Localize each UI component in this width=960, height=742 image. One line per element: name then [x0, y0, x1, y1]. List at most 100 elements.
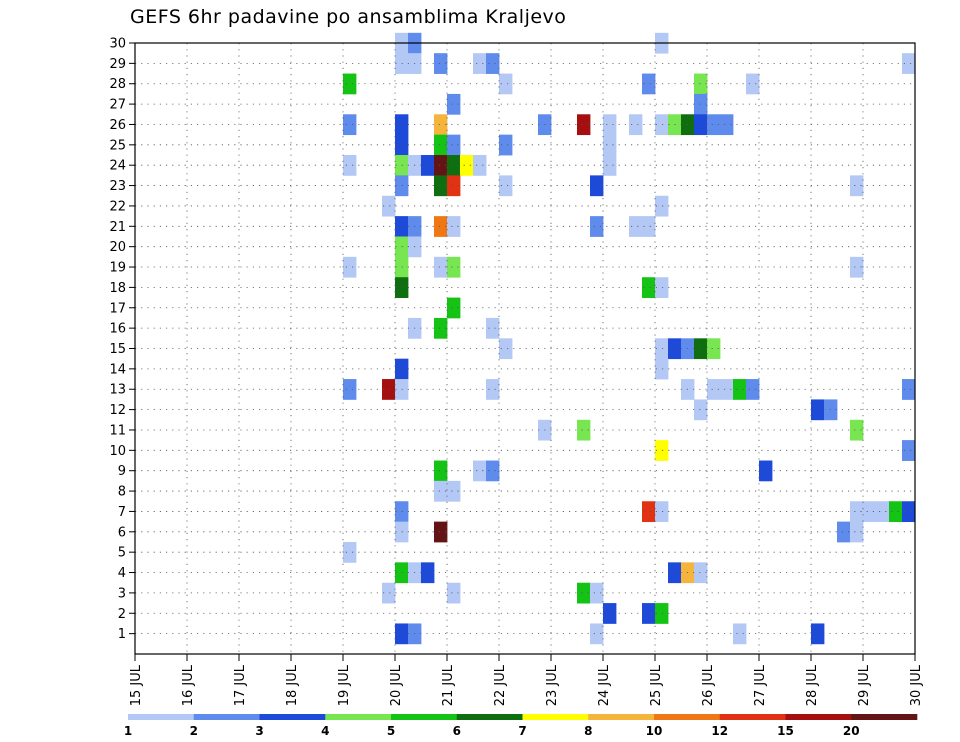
colorbar-segment: [193, 714, 260, 720]
heatmap-cell: [590, 216, 604, 237]
y-tick-label: 21: [109, 220, 126, 235]
heatmap-cell: [850, 521, 864, 543]
y-tick-label: 8: [118, 485, 126, 500]
colorbar-label: 10: [646, 724, 663, 738]
heatmap-cell: [603, 155, 617, 176]
heatmap-cell: [499, 175, 513, 197]
y-tick-label: 3: [118, 586, 126, 601]
x-tick-label: 25 JUL: [649, 664, 664, 706]
heatmap-cell: [642, 277, 656, 298]
x-tick-label: 30 JUL: [909, 664, 924, 706]
heatmap-cell: [447, 93, 461, 115]
x-tick-label: 26 JUL: [701, 664, 716, 706]
heatmap-cell: [434, 216, 448, 237]
heatmap-cell: [889, 501, 903, 523]
heatmap-cell: [642, 501, 656, 523]
heatmap-cell: [655, 195, 669, 217]
y-tick-label: 12: [109, 403, 126, 418]
heatmap-cell: [499, 134, 513, 156]
y-tick-label: 7: [118, 505, 126, 520]
heatmap-cell: [850, 501, 864, 523]
heatmap-cell: [642, 216, 656, 237]
heatmap-cell: [850, 175, 864, 197]
y-tick-label: 16: [109, 322, 126, 337]
heatmap-cell: [694, 73, 708, 95]
y-tick-label: 2: [118, 607, 126, 622]
heatmap-cell: [629, 114, 643, 136]
heatmap-cell: [655, 114, 669, 136]
heatmap-cell: [629, 216, 643, 237]
x-tick-label: 23 JUL: [545, 664, 560, 706]
heatmap-cell: [642, 603, 656, 624]
heatmap-cell: [421, 562, 435, 584]
heatmap-cell: [486, 379, 500, 400]
colorbar-label: 1: [124, 724, 132, 738]
colorbar-label: 5: [387, 724, 395, 738]
x-tick-label: 17 JUL: [233, 664, 248, 706]
heatmap-cell: [473, 460, 487, 482]
colorbar-label: 3: [255, 724, 263, 738]
heatmap-cell: [447, 155, 461, 176]
heatmap-cell: [421, 155, 435, 176]
heatmap-cell: [720, 114, 734, 136]
heatmap-cell: [863, 501, 877, 523]
x-tick-label: 24 JUL: [597, 664, 612, 706]
heatmap-cell: [434, 53, 448, 74]
colorbar-segment: [391, 714, 458, 720]
heatmap-cell: [343, 541, 357, 563]
heatmap-cell: [577, 114, 591, 136]
heatmap-cell: [590, 623, 604, 645]
heatmap-cell: [707, 379, 721, 400]
y-tick-label: 5: [118, 546, 126, 561]
heatmap-cell: [447, 480, 461, 502]
y-tick-label: 25: [109, 138, 126, 153]
x-tick-label: 19 JUL: [337, 664, 352, 706]
heatmap-cell: [902, 379, 916, 400]
heatmap-cell: [434, 155, 448, 176]
heatmap-cell: [707, 338, 721, 360]
heatmap-cell: [447, 297, 461, 319]
heatmap-cell: [824, 399, 838, 421]
colorbar-segment: [588, 714, 655, 720]
heatmap-cell: [694, 93, 708, 115]
heatmap-cell: [447, 134, 461, 156]
colorbar: 1 2 3 4 5 6 7 8 10 12 15 20: [124, 714, 918, 738]
heatmap-cell: [902, 53, 916, 74]
heatmap-cell: [447, 256, 461, 278]
heatmap-cell: [733, 379, 747, 400]
heatmap-cell: [486, 53, 500, 74]
y-tick-label: 19: [109, 261, 126, 276]
heatmap-cell: [694, 399, 708, 421]
heatmap-cell: [694, 114, 708, 136]
heatmap-cell: [343, 73, 357, 95]
heatmap-cell: [460, 155, 474, 176]
colorbar-segment: [325, 714, 392, 720]
heatmap-cell: [655, 338, 669, 360]
x-tick-label: 16 JUL: [181, 664, 196, 706]
y-axis: 1234567891011121314151617181920212223242…: [109, 37, 135, 642]
heatmap-cell: [382, 195, 396, 217]
colorbar-label: 20: [843, 724, 860, 738]
heatmap-cell: [499, 338, 513, 360]
y-tick-label: 27: [109, 98, 126, 113]
colorbar-label: 6: [453, 724, 461, 738]
colorbar-segment: [128, 714, 195, 720]
heatmap-cell: [486, 460, 500, 482]
colorbar-label: 15: [777, 724, 794, 738]
heatmap-cell: [655, 358, 669, 380]
x-tick-label: 15 JUL: [129, 664, 144, 706]
heatmap-cell: [603, 134, 617, 156]
colorbar-segment: [522, 714, 589, 720]
y-tick-label: 20: [109, 240, 126, 255]
heatmap-cell: [499, 73, 513, 95]
x-axis: 15 JUL 16 JUL 17 JUL 18 JUL 19 JUL 20 JUL 21 J…: [129, 654, 924, 706]
heatmap-cell: [434, 134, 448, 156]
heatmap-cell: [447, 582, 461, 604]
heatmap-cell: [447, 216, 461, 237]
heatmap-cell: [473, 53, 487, 74]
y-tick-label: 1: [118, 627, 126, 642]
heatmap-cells: [343, 32, 916, 645]
y-tick-label: 24: [109, 159, 126, 174]
heatmap-cell: [902, 440, 916, 461]
